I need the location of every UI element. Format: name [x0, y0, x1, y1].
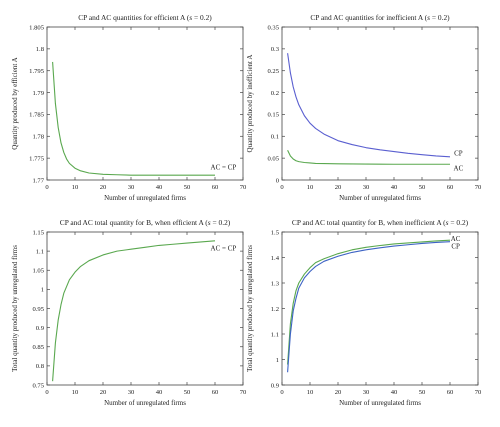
x-tick-label: 10 [72, 184, 79, 191]
x-tick-label: 60 [447, 389, 454, 396]
x-tick-label: 50 [184, 184, 191, 191]
x-tick-label: 20 [335, 389, 342, 396]
x-tick-label: 60 [212, 184, 219, 191]
y-tick-label: 1.775 [29, 155, 45, 162]
x-tick-label: 20 [335, 184, 342, 191]
y-tick-label: 1.2 [271, 306, 279, 313]
y-tick-label: 0.3 [271, 46, 280, 53]
plot-frame [281, 231, 479, 386]
series-line-cp [287, 53, 451, 158]
x-tick-label: 20 [100, 389, 107, 396]
series-line-ac [287, 239, 451, 365]
y-tick-label: 0.05 [267, 155, 279, 162]
x-tick-label: 40 [156, 389, 163, 396]
y-tick-label: 1.1 [36, 248, 44, 255]
y-tick-label: 0 [276, 177, 280, 184]
x-tick-label: 0 [280, 389, 284, 396]
y-axis-label: Total quantity produced by unregulated f… [246, 245, 254, 372]
series-annotation: AC [454, 165, 464, 173]
x-tick-label: 70 [240, 184, 247, 191]
panel-b-total-efficient-a: CP and AC total quantity for B, when eff… [11, 218, 247, 407]
x-tick-label: 10 [307, 184, 314, 191]
x-tick-label: 40 [156, 184, 163, 191]
x-tick-label: 70 [475, 389, 482, 396]
series-annotation: AC = CP [211, 244, 237, 252]
plot-frame [46, 26, 244, 181]
x-tick-label: 50 [419, 184, 426, 191]
y-tick-label: 1.1 [271, 331, 279, 338]
y-tick-label: 1.805 [29, 24, 45, 31]
y-tick-label: 1.795 [29, 68, 45, 75]
series-line-ac [287, 150, 450, 165]
y-tick-label: 1.05 [32, 268, 44, 275]
plot-frame [46, 231, 244, 386]
y-tick-label: 0.2 [271, 90, 279, 97]
x-tick-label: 30 [363, 389, 370, 396]
series-line-ac-cp [52, 61, 215, 176]
series-line-ac-cp [52, 240, 216, 382]
x-tick-label: 40 [391, 389, 398, 396]
panel-b-total-inefficient-a: CP and AC total quantity for B, when ine… [246, 218, 482, 407]
y-tick-label: 1.79 [32, 90, 44, 97]
y-tick-label: 1.8 [36, 46, 45, 53]
y-axis-label: Quantity produced by efficient A [11, 57, 19, 149]
y-tick-label: 0.25 [267, 68, 279, 75]
y-tick-label: 1 [276, 357, 279, 364]
y-tick-label: 0.75 [32, 382, 44, 389]
series-annotation: AC [451, 235, 461, 243]
chart-title: CP and AC quantities for efficient A (s … [78, 13, 212, 22]
x-tick-label: 50 [184, 389, 191, 396]
x-tick-label: 10 [307, 389, 314, 396]
x-tick-label: 60 [212, 389, 219, 396]
series-annotation: AC = CP [211, 163, 237, 171]
y-tick-label: 0.95 [32, 306, 44, 313]
y-tick-label: 1.15 [32, 229, 44, 236]
y-axis-label: Total quantity produced by unregulated f… [11, 245, 19, 372]
x-tick-label: 10 [72, 389, 79, 396]
y-tick-label: 1.77 [32, 177, 44, 184]
y-tick-label: 0.35 [267, 24, 279, 31]
chart-title: CP and AC quantities for inefficient A (… [310, 13, 450, 22]
x-tick-label: 30 [128, 389, 135, 396]
x-tick-label: 70 [240, 389, 247, 396]
y-tick-label: 1.785 [29, 112, 45, 119]
y-tick-label: 1.4 [271, 255, 280, 262]
chart-title: CP and AC total quantity for B, when ine… [292, 218, 469, 227]
panel-efficient-a-quantities: CP and AC quantities for efficient A (s … [11, 13, 247, 202]
x-axis-label: Number of unregulated firms [339, 399, 421, 407]
series-annotation: CP [451, 242, 460, 250]
y-tick-label: 1.78 [32, 134, 44, 141]
y-tick-label: 0.8 [36, 363, 45, 370]
y-tick-label: 1.3 [271, 280, 280, 287]
y-tick-label: 0.15 [267, 112, 279, 119]
x-axis-label: Number of unregulated firms [104, 399, 186, 407]
x-axis-label: Number of unregulated firms [104, 194, 186, 202]
chart-title: CP and AC total quantity for B, when eff… [60, 218, 231, 227]
series-line-cp [287, 241, 451, 373]
x-tick-label: 0 [45, 389, 49, 396]
series-annotation: CP [454, 150, 463, 158]
y-tick-label: 0.1 [271, 134, 279, 141]
y-tick-label: 0.9 [36, 325, 45, 332]
y-tick-label: 0.9 [271, 382, 280, 389]
x-tick-label: 50 [419, 389, 426, 396]
y-axis-label: Quantity produced by inefficient A [246, 55, 254, 153]
x-tick-label: 40 [391, 184, 398, 191]
x-tick-label: 70 [475, 184, 482, 191]
x-tick-label: 0 [280, 184, 284, 191]
y-tick-label: 1 [41, 287, 44, 294]
x-tick-label: 0 [45, 184, 49, 191]
x-tick-label: 30 [363, 184, 370, 191]
x-axis-label: Number of unregulated firms [339, 194, 421, 202]
y-tick-label: 0.85 [32, 344, 44, 351]
y-tick-label: 1.5 [271, 229, 280, 236]
panel-inefficient-a-quantities: CP and AC quantities for inefficient A (… [246, 13, 482, 202]
x-tick-label: 60 [447, 184, 454, 191]
x-tick-label: 20 [100, 184, 107, 191]
x-tick-label: 30 [128, 184, 135, 191]
plot-frame [281, 26, 479, 181]
